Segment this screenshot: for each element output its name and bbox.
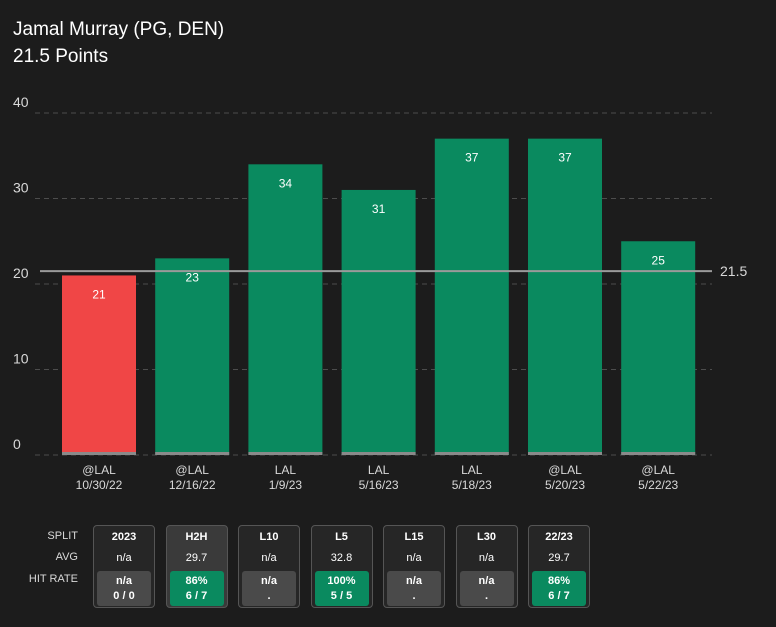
bar-3 (248, 164, 323, 456)
bar-baseline-2 (155, 452, 230, 455)
split-avg: n/a (406, 552, 422, 564)
split-avg: 29.7 (185, 552, 208, 564)
x-tick-opponent-1: @LAL (82, 463, 116, 477)
bar-value-label-3: 34 (279, 176, 293, 190)
split-label: L15 (404, 531, 424, 543)
split-hit-pct: n/a (116, 575, 132, 587)
split-label: 22/23 (545, 531, 573, 543)
bar-1 (62, 275, 136, 455)
bar-6 (528, 138, 602, 455)
bar-4 (341, 189, 416, 455)
split-hit-pct: n/a (406, 575, 422, 587)
split-card-l5[interactable]: L5 32.8 100% 5 / 5 (310, 525, 373, 608)
bar-baseline-5 (434, 452, 509, 455)
y-tick-label-10: 10 (13, 351, 29, 367)
y-tick-label-0: 0 (13, 436, 21, 452)
y-tick-label-30: 30 (13, 180, 29, 196)
split-hit-count: . (267, 590, 271, 602)
split-card-l10[interactable]: L10 n/a n/a. (238, 525, 300, 608)
split-hit-count: . (484, 590, 489, 602)
split-hit-rate: n/a. (387, 571, 441, 606)
split-card-l30[interactable]: L30 n/a n/a. (455, 525, 518, 608)
split-hit-pct: 100% (327, 575, 356, 587)
player-title: Jamal Murray (PG, DEN) (13, 19, 225, 40)
bar-value-label-6: 37 (558, 151, 572, 165)
row-label-avg: AVG (55, 551, 78, 563)
split-label: 2023 (111, 531, 137, 543)
split-hit-pct: 86% (185, 575, 208, 587)
x-tick-date-3: 1/9/23 (269, 478, 303, 492)
bar-value-label-2: 23 (186, 270, 200, 284)
points-bar-chart: 01020304021@LAL10/30/2223@LAL12/16/2234L… (13, 94, 747, 492)
x-tick-opponent-6: @LAL (548, 463, 582, 477)
bar-value-label-1: 21 (92, 287, 106, 301)
row-label-hit-rate: HIT RATE (28, 573, 78, 585)
x-tick-opponent-4: LAL (368, 463, 390, 477)
split-avg: 32.8 (330, 552, 353, 564)
bar-2 (155, 258, 230, 455)
x-tick-date-2: 12/16/22 (169, 478, 216, 492)
y-tick-label-40: 40 (13, 94, 29, 110)
prop-line-label: 21.5 (720, 263, 747, 279)
split-label: L30 (477, 531, 496, 543)
split-card-h2h[interactable]: H2H 29.7 86% 6 / 7 (165, 525, 228, 608)
x-tick-date-7: 5/22/23 (638, 478, 678, 492)
split-hit-rate: n/a. (242, 571, 296, 606)
x-tick-opponent-2: @LAL (175, 463, 209, 477)
split-hit-rate: 86% 6 / 7 (169, 571, 224, 606)
split-hit-pct: 86% (547, 575, 571, 587)
bar-baseline-1 (62, 452, 136, 455)
bar-baseline-6 (528, 452, 602, 455)
split-hit-count: 0 / 0 (113, 590, 135, 602)
bar-5 (434, 138, 509, 455)
bar-value-label-7: 25 (652, 253, 666, 267)
bar-baseline-4 (341, 452, 416, 455)
split-hit-rate: 100% 5 / 5 (314, 571, 369, 606)
bar-value-label-5: 37 (465, 151, 479, 165)
x-tick-opponent-7: @LAL (641, 463, 675, 477)
x-tick-date-4: 5/16/23 (359, 478, 399, 492)
x-tick-opponent-3: LAL (275, 463, 297, 477)
split-avg: n/a (478, 552, 495, 564)
x-tick-date-1: 10/30/22 (76, 478, 123, 492)
split-hit-count: 5 / 5 (330, 590, 353, 602)
x-tick-opponent-5: LAL (461, 463, 483, 477)
bar-7 (621, 241, 696, 455)
split-avg: n/a (116, 552, 132, 564)
split-hit-rate: n/a. (459, 571, 514, 606)
split-label: L10 (259, 531, 279, 543)
bar-baseline-7 (621, 452, 696, 455)
y-tick-label-20: 20 (13, 265, 29, 281)
prop-line-title: 21.5 Points (13, 46, 109, 67)
x-tick-date-6: 5/20/23 (545, 478, 585, 492)
split-hit-rate: n/a 0 / 0 (97, 571, 151, 606)
split-label: L5 (335, 531, 348, 543)
split-avg: 29.7 (548, 552, 570, 564)
row-label-split: SPLIT (47, 530, 78, 542)
split-label: H2H (185, 531, 208, 543)
split-hit-count: . (412, 590, 416, 602)
split-card-l15[interactable]: L15 n/a n/a. (383, 525, 445, 608)
split-avg: n/a (261, 552, 277, 564)
bar-value-label-4: 31 (372, 202, 386, 216)
split-hit-pct: n/a (261, 575, 277, 587)
split-hit-count: 6 / 7 (548, 590, 570, 602)
split-hit-pct: n/a (478, 575, 495, 587)
split-hit-count: 6 / 7 (185, 590, 208, 602)
split-card-22-23[interactable]: 22/23 29.7 86% 6 / 7 (528, 525, 590, 608)
splits-table: SPLIT AVG HIT RATE 2023 n/a n/a 0 / 0 H2H 29.… (0, 520, 776, 620)
split-hit-rate: 86% 6 / 7 (532, 571, 586, 606)
bar-baseline-3 (248, 452, 323, 455)
x-tick-date-5: 5/18/23 (452, 478, 492, 492)
split-card-2023[interactable]: 2023 n/a n/a 0 / 0 (93, 525, 155, 608)
